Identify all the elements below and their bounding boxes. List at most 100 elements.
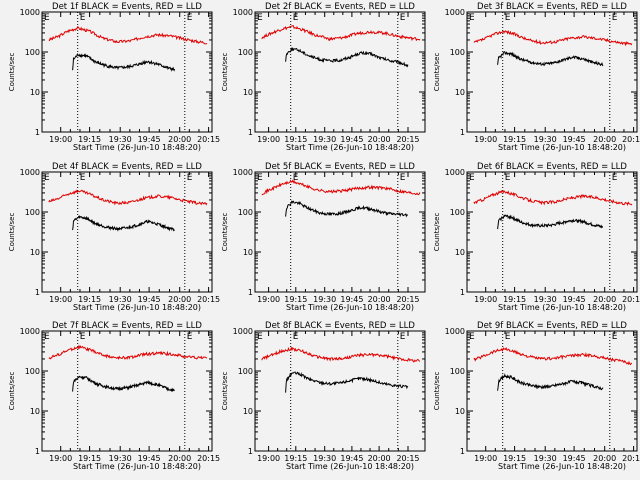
event-rate-line bbox=[72, 375, 175, 392]
y-tick-label: 100 bbox=[25, 208, 40, 217]
y-tick-label: 1 bbox=[460, 447, 465, 456]
y-tick-label: 100 bbox=[238, 208, 253, 217]
y-tick-label: 1000 bbox=[20, 168, 40, 177]
event-rate-line bbox=[497, 51, 604, 67]
plot-frame bbox=[466, 330, 638, 452]
time-marker-label: E bbox=[612, 332, 618, 342]
plot-frame bbox=[466, 171, 638, 293]
x-tick-label: 20:00 bbox=[368, 295, 391, 304]
event-rate-line bbox=[285, 371, 409, 393]
x-tick-label: 19:15 bbox=[503, 135, 526, 144]
x-tick-label: 20:00 bbox=[593, 135, 616, 144]
y-axis-label: Counts/sec bbox=[433, 53, 441, 92]
x-tick-label: 20:15 bbox=[197, 135, 220, 144]
corner-label: E bbox=[44, 13, 50, 23]
y-tick-label: 10 bbox=[243, 248, 253, 257]
y-tick-label: 1000 bbox=[445, 327, 465, 336]
y-tick-label: 10 bbox=[243, 88, 253, 97]
y-tick-label: 10 bbox=[30, 88, 40, 97]
y-tick-label: 1 bbox=[35, 447, 40, 456]
lld-rate-line bbox=[473, 30, 633, 47]
chart-panel-9: Det 9f BLACK = Events, RED = LLD 1 10 100 10… bbox=[433, 321, 640, 471]
x-axis-label: Start Time (26-Jun-10 18:48:20) bbox=[286, 143, 414, 152]
x-tick-label: 19:00 bbox=[49, 295, 72, 304]
lld-rate-line bbox=[48, 344, 208, 360]
x-tick-label: 19:15 bbox=[78, 454, 101, 463]
plot-frame bbox=[41, 171, 213, 293]
x-tick-label: 19:15 bbox=[503, 295, 526, 304]
lld-rate-line bbox=[48, 26, 208, 45]
x-tick-label: 19:45 bbox=[340, 135, 363, 144]
y-tick-label: 10 bbox=[455, 88, 465, 97]
y-tick-label: 1 bbox=[35, 288, 40, 297]
x-tick-label: 19:00 bbox=[474, 454, 497, 463]
x-tick-label: 20:15 bbox=[197, 295, 220, 304]
x-axis-label: Start Time (26-Jun-10 18:48:20) bbox=[286, 462, 414, 471]
y-tick-label: 10 bbox=[455, 248, 465, 257]
lld-rate-line bbox=[48, 189, 208, 206]
x-tick-label: 19:30 bbox=[534, 295, 557, 304]
chart-title: Det 9f BLACK = Events, RED = LLD bbox=[477, 321, 627, 331]
time-marker-label: E bbox=[293, 173, 299, 183]
x-tick-label: 19:30 bbox=[313, 295, 336, 304]
event-rate-line bbox=[497, 373, 604, 391]
x-tick-label: 20:15 bbox=[396, 135, 419, 144]
plot-frame bbox=[41, 11, 213, 133]
y-axis-label: Counts/sec bbox=[8, 372, 16, 411]
event-rate-line bbox=[497, 214, 603, 230]
time-marker-label: E bbox=[505, 173, 511, 183]
x-axis-label: Start Time (26-Jun-10 18:48:20) bbox=[498, 303, 626, 312]
y-tick-label: 10 bbox=[455, 407, 465, 416]
y-tick-label: 1 bbox=[248, 288, 253, 297]
event-rate-line bbox=[285, 200, 409, 218]
x-axis-label: Start Time (26-Jun-10 18:48:20) bbox=[498, 462, 626, 471]
corner-label: E bbox=[257, 173, 263, 183]
x-tick-label: 19:30 bbox=[313, 454, 336, 463]
x-tick-label: 19:15 bbox=[284, 135, 307, 144]
x-tick-label: 19:00 bbox=[474, 135, 497, 144]
x-tick-label: 19:45 bbox=[138, 295, 161, 304]
lld-rate-line bbox=[261, 25, 421, 42]
chart-panel-7: Det 7f BLACK = Events, RED = LLD 1 10 100 10… bbox=[8, 321, 220, 471]
x-tick-label: 19:30 bbox=[534, 454, 557, 463]
chart-panel-4: Det 4f BLACK = Events, RED = LLD 1 10 100 10… bbox=[8, 162, 220, 312]
chart-panel-6: Det 6f BLACK = Events, RED = LLD 1 10 100 10… bbox=[433, 162, 640, 312]
chart-title: Det 8f BLACK = Events, RED = LLD bbox=[265, 321, 415, 331]
time-marker-label: E bbox=[187, 332, 193, 342]
plot-frame bbox=[254, 330, 426, 452]
y-tick-label: 1000 bbox=[233, 327, 253, 336]
x-tick-label: 20:00 bbox=[593, 295, 616, 304]
x-tick-label: 19:00 bbox=[257, 295, 280, 304]
x-tick-label: 20:15 bbox=[396, 454, 419, 463]
x-tick-label: 19:15 bbox=[78, 135, 101, 144]
y-axis-label: Counts/sec bbox=[433, 213, 441, 252]
plot-frame bbox=[254, 11, 426, 133]
x-tick-label: 19:00 bbox=[49, 454, 72, 463]
plot-frame bbox=[466, 11, 638, 133]
y-tick-label: 100 bbox=[450, 208, 465, 217]
y-axis-label: Counts/sec bbox=[8, 213, 16, 252]
x-axis-label: Start Time (26-Jun-10 18:48:20) bbox=[73, 462, 201, 471]
corner-label: E bbox=[469, 173, 475, 183]
chart-panel-5: Det 5f BLACK = Events, RED = LLD 1 10 100 10… bbox=[221, 162, 426, 312]
corner-label: E bbox=[257, 13, 263, 23]
time-marker-label: E bbox=[293, 13, 299, 23]
lld-rate-line bbox=[473, 190, 633, 207]
x-tick-label: 20:15 bbox=[396, 295, 419, 304]
y-tick-label: 100 bbox=[25, 367, 40, 376]
y-tick-label: 1000 bbox=[20, 327, 40, 336]
x-tick-label: 20:00 bbox=[593, 454, 616, 463]
y-tick-label: 1 bbox=[460, 288, 465, 297]
x-tick-label: 19:45 bbox=[138, 454, 161, 463]
y-axis-label: Counts/sec bbox=[221, 213, 229, 252]
time-marker-label: E bbox=[400, 173, 406, 183]
x-tick-label: 19:30 bbox=[109, 295, 132, 304]
x-tick-label: 20:00 bbox=[168, 454, 191, 463]
chart-title: Det 5f BLACK = Events, RED = LLD bbox=[265, 162, 415, 172]
corner-label: E bbox=[469, 13, 475, 23]
y-axis-label: Counts/sec bbox=[221, 53, 229, 92]
chart-panel-2: Det 2f BLACK = Events, RED = LLD 1 10 100 10… bbox=[221, 2, 426, 152]
x-tick-label: 19:30 bbox=[109, 135, 132, 144]
time-marker-label: E bbox=[612, 173, 618, 183]
y-axis-label: Counts/sec bbox=[221, 372, 229, 411]
